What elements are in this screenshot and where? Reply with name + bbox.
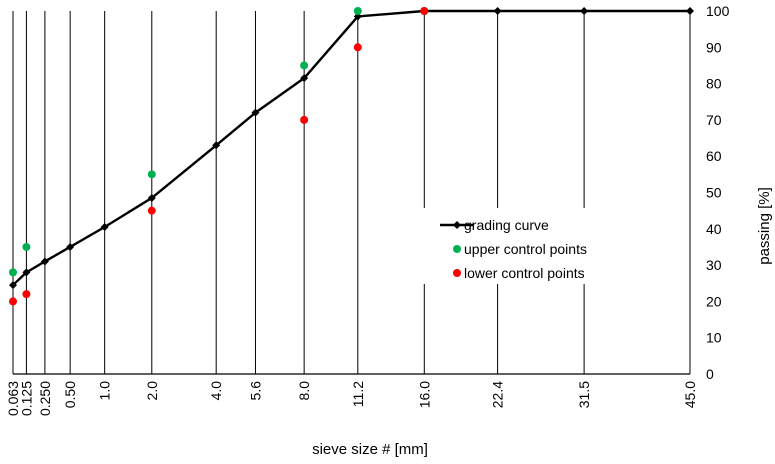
grading-curve-point xyxy=(22,268,31,277)
y-axis-title: passing [%] xyxy=(756,187,773,265)
legend-marker xyxy=(453,269,461,277)
lower-control-point xyxy=(147,206,156,215)
x-tick-label: 0.063 xyxy=(5,381,21,416)
x-tick-label: 0.125 xyxy=(18,381,34,416)
x-tick-label: 45.0 xyxy=(682,381,698,408)
y-tick-labels: 0 10 20 30 40 50 60 70 80 90 100 xyxy=(706,3,730,382)
x-tick-label: 4.0 xyxy=(208,381,224,401)
legend-label: grading curve xyxy=(464,217,549,233)
x-tick-label: 8.0 xyxy=(296,381,312,401)
legend-label: upper control points xyxy=(464,241,587,257)
series-1 xyxy=(9,7,429,277)
grading-curve-point xyxy=(40,257,49,266)
x-tick-label: 22.4 xyxy=(490,381,506,408)
y-tick-label: 0 xyxy=(706,366,714,382)
x-tick-label: 0.50 xyxy=(62,381,78,408)
lower-control-point xyxy=(9,297,17,306)
y-tick-label: 80 xyxy=(706,76,722,92)
legend-label: lower control points xyxy=(464,265,585,281)
grading-curve-point xyxy=(300,74,309,83)
legend-marker xyxy=(453,245,461,253)
grading-curve-point xyxy=(580,7,589,15)
x-tick-label: 11.2 xyxy=(350,381,366,407)
grading-curve-point xyxy=(251,108,260,117)
upper-control-point xyxy=(353,7,362,15)
y-tick-label: 30 xyxy=(706,257,722,273)
x-tick-label: 0.250 xyxy=(37,381,53,416)
y-tick-label: 20 xyxy=(706,293,722,309)
lower-control-point xyxy=(300,115,309,124)
y-tick-label: 90 xyxy=(706,39,722,55)
series-2 xyxy=(9,7,429,306)
y-tick-label: 60 xyxy=(706,148,722,164)
y-tick-label: 70 xyxy=(706,112,722,128)
grading-curve-point xyxy=(147,193,156,202)
y-tick-label: 100 xyxy=(706,3,730,19)
y-tick-label: 50 xyxy=(706,185,722,201)
upper-control-point xyxy=(147,170,156,179)
series xyxy=(9,7,694,306)
y-tick-label: 10 xyxy=(706,330,722,346)
grading-curve-point xyxy=(9,281,17,290)
upper-control-point xyxy=(300,61,309,70)
lower-control-point xyxy=(420,7,429,15)
x-tick-label: 5.6 xyxy=(247,381,263,401)
legend: grading curve upper control points lower c… xyxy=(410,208,680,284)
series-0 xyxy=(9,7,694,290)
y-tick-label: 40 xyxy=(706,221,722,237)
x-tick-label: 1.0 xyxy=(97,381,113,401)
lower-control-point xyxy=(22,290,31,299)
grading-curve-point xyxy=(66,242,75,251)
vertical-gridlines xyxy=(12,11,691,374)
grading-curve-point xyxy=(212,141,221,150)
legend-marker-grading-curve xyxy=(453,221,461,229)
lower-control-point xyxy=(353,43,362,52)
grading-curve-line xyxy=(12,9,690,286)
x-axis-title: sieve size # [mm] xyxy=(312,441,428,458)
grading-curve-point xyxy=(100,222,109,231)
upper-control-point xyxy=(9,268,17,277)
grading-curve-point xyxy=(493,7,502,15)
x-tick-label: 16.0 xyxy=(416,381,432,408)
grading-curve-point xyxy=(686,7,694,15)
x-tick-label: 2.0 xyxy=(144,381,160,401)
x-tick-label: 31.5 xyxy=(576,381,592,408)
upper-control-point xyxy=(22,242,31,251)
